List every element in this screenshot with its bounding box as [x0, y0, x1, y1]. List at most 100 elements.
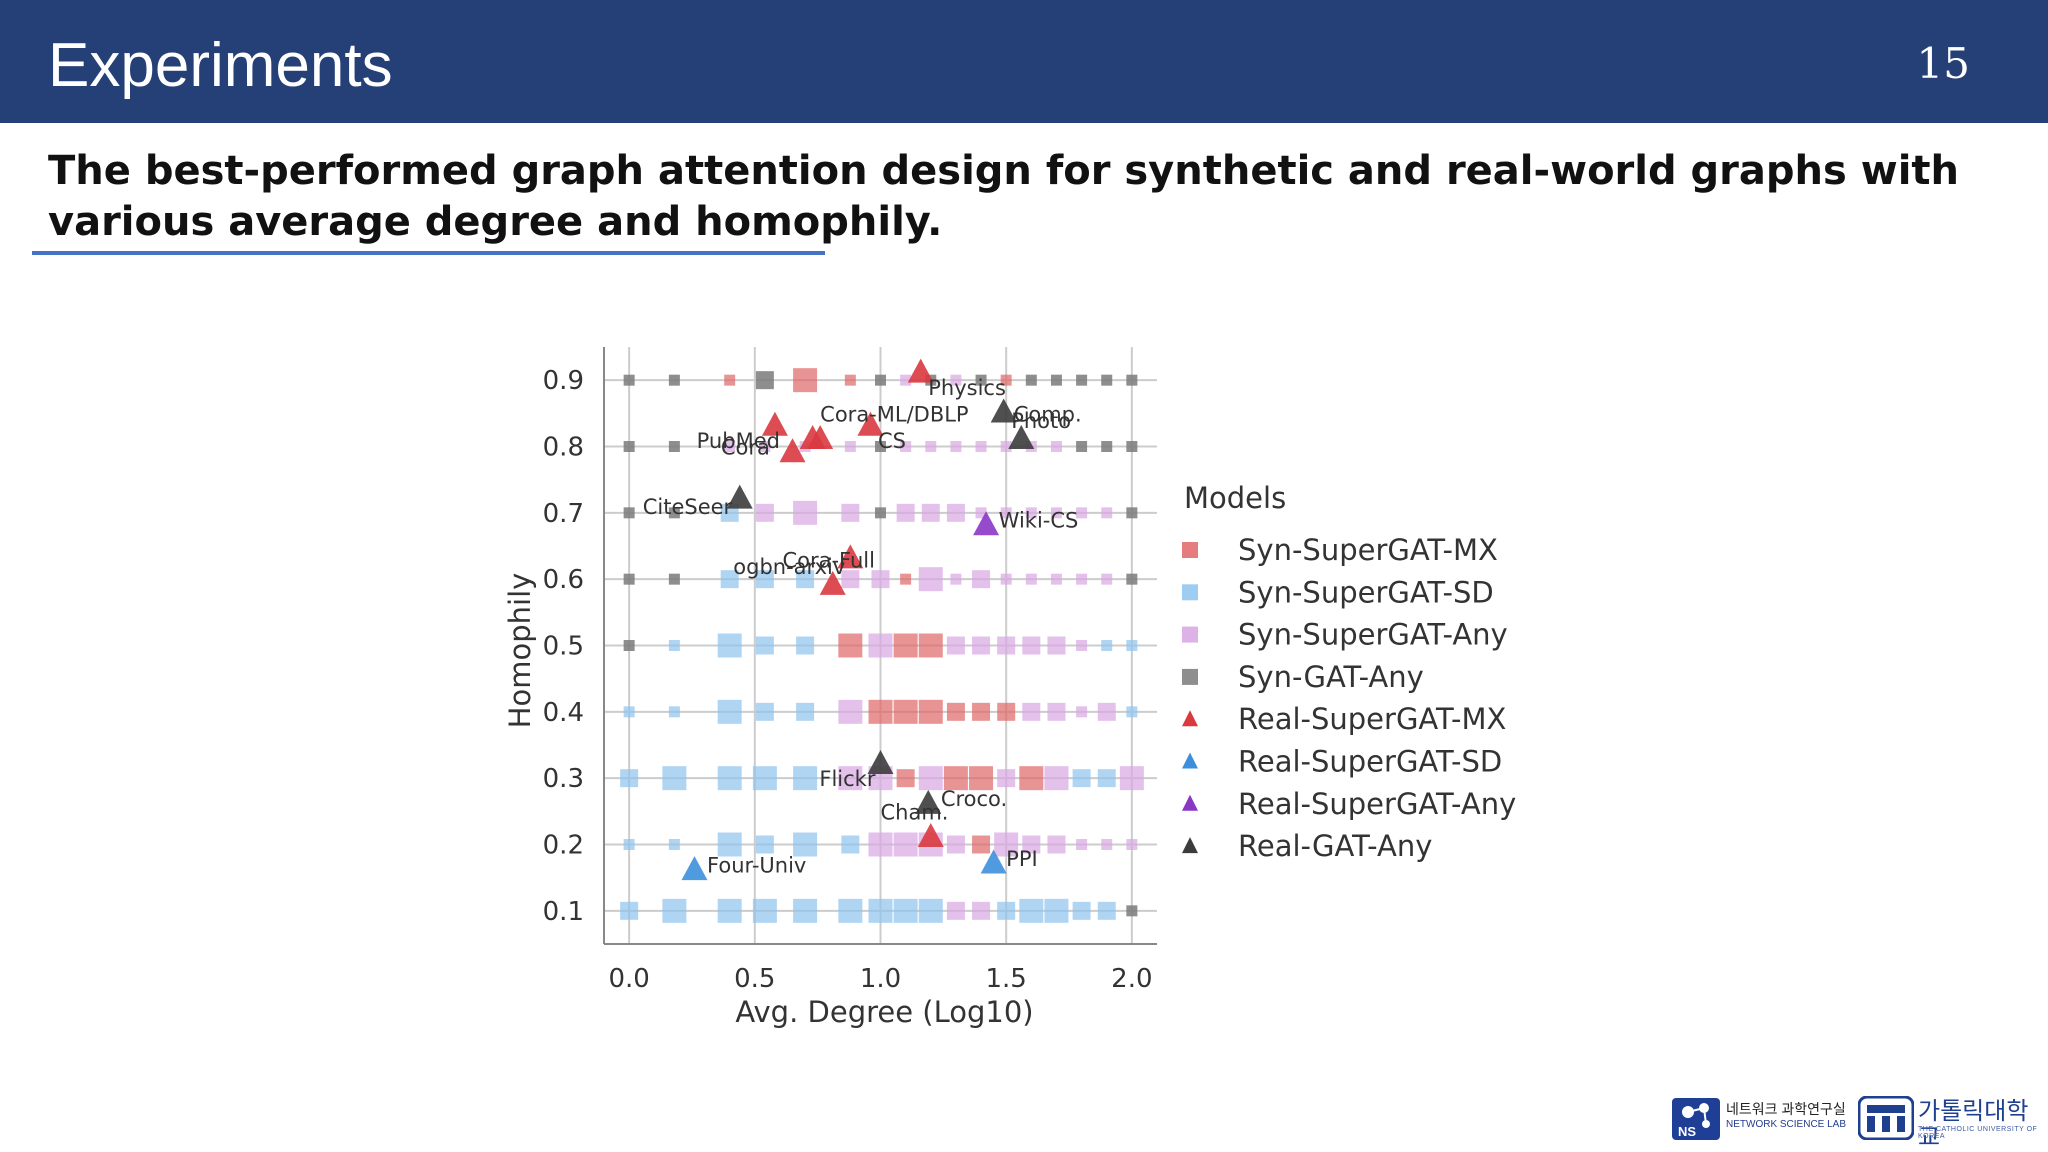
synthetic-point: [623, 441, 635, 452]
slide-subtitle: The best-performed graph attention desig…: [48, 148, 1959, 245]
real-dataset-point: [761, 411, 788, 436]
synthetic-point: [1000, 441, 1012, 452]
synthetic-point: [896, 769, 915, 788]
synthetic-point: [918, 898, 943, 923]
x-tick-label: 2.0: [1111, 964, 1152, 994]
synthetic-point: [868, 699, 893, 724]
slide-header: Experiments 15: [0, 0, 2048, 123]
synthetic-point: [997, 769, 1016, 788]
synthetic-point: [1097, 901, 1116, 920]
synthetic-point: [943, 766, 968, 791]
legend-marker: [1182, 626, 1198, 643]
real-dataset-point: [799, 424, 826, 449]
real-dataset-point: [726, 484, 753, 509]
synthetic-point: [1025, 507, 1037, 519]
synthetic-point: [1076, 706, 1088, 718]
y-tick-label: 0.4: [543, 698, 584, 728]
real-dataset-label: PubMed: [697, 429, 780, 453]
legend-entry-label: Syn-SuperGAT-Any: [1238, 618, 1508, 652]
synthetic-point: [1076, 507, 1088, 519]
synthetic-point: [1126, 905, 1138, 917]
synthetic-point: [793, 368, 818, 393]
synthetic-point: [1101, 573, 1113, 585]
real-dataset-label: Wiki-CS: [999, 508, 1079, 532]
synthetic-point: [623, 374, 635, 386]
synthetic-point: [620, 901, 639, 920]
synthetic-point: [752, 766, 777, 791]
synthetic-point: [623, 507, 635, 519]
synthetic-point: [668, 507, 680, 519]
real-dataset-label: ogbn-arxiv: [733, 555, 845, 579]
synthetic-point: [793, 500, 818, 525]
synthetic-point: [796, 636, 815, 655]
synthetic-point: [1050, 573, 1062, 585]
legend-entry-label: Syn-SuperGAT-MX: [1238, 533, 1498, 567]
real-dataset-point: [907, 358, 934, 383]
synthetic-point: [994, 832, 1019, 857]
lab-name-en: NETWORK SCIENCE LAB: [1726, 1119, 1847, 1130]
synthetic-point: [759, 441, 771, 452]
synthetic-point: [918, 633, 943, 658]
real-dataset-point: [681, 856, 708, 881]
synthetic-point: [796, 702, 815, 721]
synthetic-point: [1072, 901, 1091, 920]
synthetic-point: [1047, 702, 1066, 721]
legend-entry-label: Syn-GAT-Any: [1238, 660, 1424, 694]
synthetic-point: [1022, 835, 1041, 854]
y-axis-label: Homophily: [503, 573, 537, 729]
synthetic-point: [724, 441, 736, 452]
real-dataset-label: Physics: [928, 376, 1006, 400]
synthetic-point: [972, 636, 991, 655]
synthetic-point: [1101, 507, 1113, 519]
synthetic-point: [620, 769, 639, 788]
synthetic-point: [838, 766, 863, 791]
synthetic-point: [838, 699, 863, 724]
real-dataset-point: [1008, 424, 1035, 449]
university-name-ko: 가톨릭대학교: [1918, 1097, 2029, 1151]
legend-entry-label: Real-SuperGAT-MX: [1238, 702, 1506, 736]
legend-entry-label: Real-SuperGAT-SD: [1238, 745, 1502, 779]
y-tick-label: 0.7: [543, 499, 584, 529]
synthetic-point: [1119, 766, 1144, 791]
real-dataset-label: CiteSeer: [643, 495, 733, 519]
synthetic-point: [1126, 374, 1138, 386]
synthetic-point: [875, 441, 886, 452]
subtitle-underline: [32, 251, 825, 255]
synthetic-point: [1076, 441, 1088, 452]
page-number: 15: [1916, 39, 1970, 88]
synthetic-point: [900, 441, 912, 452]
x-tick-label: 1.5: [986, 964, 1027, 994]
real-dataset-label: Cora: [721, 436, 770, 460]
real-dataset-point: [837, 544, 864, 569]
real-dataset-label: PPI: [1006, 847, 1038, 871]
synthetic-point: [1126, 573, 1138, 585]
synthetic-point: [668, 839, 680, 850]
synthetic-point: [623, 573, 635, 585]
real-dataset-label: CS: [878, 429, 906, 453]
synthetic-point: [662, 766, 687, 791]
synthetic-point: [844, 374, 856, 386]
synthetic-point: [946, 503, 965, 522]
synthetic-point: [893, 699, 918, 724]
synthetic-point: [1022, 702, 1041, 721]
synthetic-point: [1101, 640, 1113, 651]
synthetic-point: [950, 441, 962, 452]
real-dataset-point: [779, 438, 806, 463]
synthetic-point: [918, 699, 943, 724]
synthetic-point: [838, 898, 863, 923]
synthetic-point: [623, 640, 635, 651]
y-tick-label: 0.6: [543, 565, 584, 595]
synthetic-point: [668, 374, 680, 386]
real-dataset-label: Croco.: [941, 787, 1007, 811]
synthetic-point: [1050, 374, 1062, 386]
real-dataset-point: [819, 570, 846, 595]
legend-entry-label: Syn-SuperGAT-SD: [1238, 575, 1494, 609]
x-tick-label: 0.0: [608, 964, 649, 994]
x-tick-label: 1.0: [860, 964, 901, 994]
synthetic-point: [900, 374, 912, 386]
real-dataset-label: Comp.: [1014, 402, 1082, 426]
lab-name-ko: 네트워크 과학연구실: [1726, 1101, 1846, 1117]
synthetic-point: [875, 374, 886, 386]
synthetic-point: [717, 699, 742, 724]
synthetic-point: [717, 832, 742, 857]
